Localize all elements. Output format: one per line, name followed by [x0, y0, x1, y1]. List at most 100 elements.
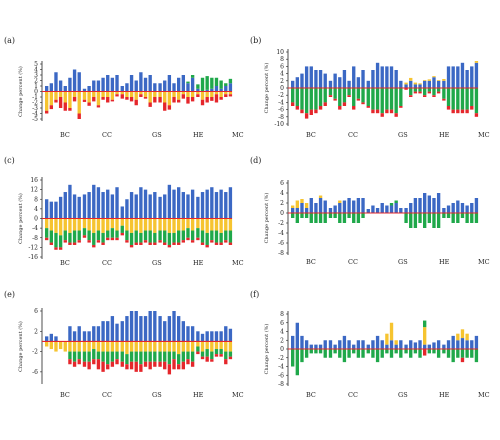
bar-blue: [125, 199, 129, 219]
bar-red: [101, 242, 105, 245]
bar-blue: [158, 316, 162, 342]
bar-red: [163, 242, 167, 245]
bar-green: [432, 88, 436, 96]
bar-blue: [446, 340, 451, 349]
bar-yellow: [77, 91, 81, 114]
bar-red: [409, 95, 413, 97]
bar-yellow: [106, 341, 110, 352]
bar-blue: [456, 66, 460, 88]
bar-green: [172, 232, 176, 243]
bar-blue: [186, 83, 190, 92]
bar-blue: [210, 331, 214, 342]
bar-red: [427, 91, 431, 94]
bar-yellow: [72, 91, 77, 97]
bar-red: [153, 361, 157, 367]
bar-blue: [134, 311, 138, 342]
bar-blue: [181, 192, 185, 219]
bar-red: [186, 97, 190, 104]
bar-blue: [356, 340, 361, 349]
bar-blue: [380, 66, 384, 88]
bar-blue: [106, 75, 110, 92]
group-label: CC: [348, 131, 358, 139]
bar-green: [413, 213, 418, 228]
y-tick-label: -6: [278, 240, 284, 247]
bar-green: [228, 78, 233, 84]
bar-blue: [77, 326, 81, 342]
bar-yellow: [129, 91, 134, 97]
bar-yellow: [120, 91, 124, 95]
bar-blue: [143, 189, 148, 219]
bar-blue: [205, 189, 209, 219]
bar-blue: [460, 338, 465, 349]
bar-blue: [158, 196, 162, 219]
bar-red: [210, 97, 214, 101]
bar-yellow: [295, 200, 299, 208]
bar-red: [172, 242, 176, 245]
bar-red: [389, 109, 394, 114]
bar-green: [219, 232, 223, 243]
group-label: MC: [232, 259, 244, 267]
bar-red: [115, 359, 119, 365]
group-label: BC: [60, 131, 70, 139]
bar-blue: [394, 203, 398, 213]
bar-blue: [110, 77, 115, 92]
bar-blue: [442, 344, 446, 350]
bar-red: [92, 359, 96, 365]
bar-yellow: [125, 91, 129, 97]
bar-blue: [474, 198, 479, 213]
bar-yellow: [318, 195, 323, 198]
bar-green: [347, 349, 351, 358]
bar-red: [214, 242, 219, 245]
bar-red: [300, 109, 304, 114]
bar-blue: [328, 80, 333, 88]
bar-green: [68, 351, 72, 360]
y-tick-label: 12: [30, 187, 38, 194]
bar-blue: [134, 194, 138, 219]
bar-green: [63, 230, 67, 241]
bar-green: [470, 349, 474, 358]
bar-red: [129, 361, 134, 370]
bar-red: [87, 102, 91, 106]
bar-green: [309, 88, 313, 110]
bar-red: [58, 247, 63, 250]
bar-blue: [190, 77, 195, 92]
bar-green: [371, 349, 375, 358]
bar-red: [134, 361, 138, 372]
bar-green: [442, 349, 446, 354]
bar-blue: [309, 198, 313, 213]
bar-yellow: [210, 218, 214, 231]
bar-green: [380, 349, 384, 358]
bar-blue: [446, 66, 451, 88]
bar-blue: [394, 70, 398, 88]
y-tick-label: 4: [280, 329, 284, 336]
bar-blue: [328, 340, 333, 349]
bar-green: [295, 213, 299, 223]
bar-yellow: [45, 91, 49, 111]
bar-red: [82, 235, 87, 238]
bar-red: [205, 244, 209, 248]
bar-red: [366, 106, 370, 108]
bar-blue: [87, 192, 91, 219]
bar-red: [82, 99, 87, 102]
bar-red: [143, 97, 148, 99]
bar-yellow: [139, 341, 143, 352]
bar-blue: [451, 335, 455, 350]
bar-yellow: [177, 218, 181, 231]
bar-blue: [465, 340, 469, 349]
bar-green: [228, 351, 233, 357]
bar-green: [427, 88, 431, 92]
bar-blue: [404, 344, 408, 350]
bar-blue: [186, 194, 190, 219]
bar-green: [347, 88, 351, 96]
bar-yellow: [413, 82, 418, 85]
bar-green: [210, 351, 214, 360]
bar-blue: [465, 205, 469, 213]
bar-yellow: [96, 91, 101, 106]
group-label: BC: [60, 391, 70, 399]
y-tick-label: 2: [280, 337, 284, 344]
bar-green: [224, 83, 228, 86]
bar-yellow: [196, 218, 200, 229]
bar-green: [214, 349, 219, 355]
bar-blue: [436, 80, 441, 88]
bar-yellow: [68, 91, 72, 108]
